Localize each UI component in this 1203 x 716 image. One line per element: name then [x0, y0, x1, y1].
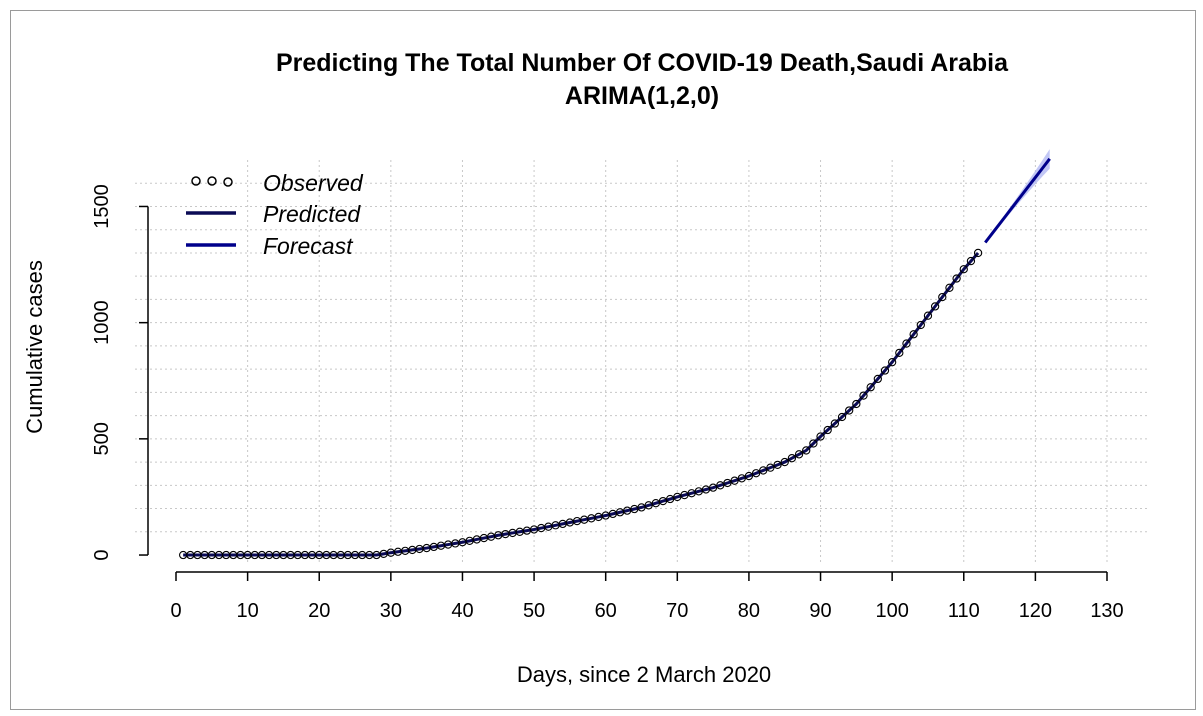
legend: Observed Predicted Forecast [186, 170, 364, 259]
observed-point [930, 302, 940, 311]
y-tick-label: 1000 [91, 300, 113, 345]
x-tick-label: 80 [738, 600, 760, 622]
x-tick-label: 90 [809, 600, 831, 622]
observed-point [751, 469, 761, 478]
observed-point [759, 466, 768, 475]
x-tick-label: 30 [380, 600, 402, 622]
legend-observed-marker [223, 177, 233, 187]
plot-area [179, 149, 1051, 560]
observed-point [773, 460, 782, 470]
observed-point [816, 432, 825, 441]
legend-observed-marker [207, 176, 217, 186]
observed-point [880, 366, 890, 375]
x-tick-label: 100 [875, 600, 908, 622]
observed-point [837, 412, 847, 422]
x-axis-label: Days, since 2 March 2020 [517, 662, 771, 687]
observed-point [716, 481, 725, 490]
observed-point [909, 330, 918, 339]
observed-point [737, 474, 746, 483]
y-tick-label: 500 [91, 422, 113, 455]
observed-point [902, 339, 911, 348]
observed-point [794, 450, 804, 459]
observed-point [780, 457, 789, 467]
observed-point [952, 274, 961, 283]
x-tick-label: 60 [595, 600, 617, 622]
x-tick-label: 110 [948, 600, 980, 622]
observed-point [895, 348, 904, 358]
observed-point [916, 320, 925, 330]
x-tick-label: 40 [451, 600, 473, 622]
observed-point [959, 265, 968, 274]
forecast-line [984, 157, 1051, 244]
observed-point [823, 425, 832, 435]
observed-point [938, 292, 947, 302]
x-tick-label: 70 [666, 600, 688, 622]
observed-point [809, 439, 818, 448]
observed-point [866, 383, 875, 392]
x-tick-label: 120 [1019, 600, 1052, 622]
predicted-line [183, 251, 980, 557]
legend-predicted-label: Predicted [263, 201, 361, 227]
observed-point [730, 476, 739, 485]
observed-point [744, 471, 754, 481]
legend-observed-label: Observed [263, 170, 364, 196]
observed-point [766, 463, 775, 472]
chart-title: Predicting The Total Number Of COVID-19 … [276, 49, 1009, 77]
x-tick-label: 50 [523, 600, 545, 622]
observed-point [723, 478, 732, 488]
observed-point [888, 358, 897, 367]
observed-point [845, 406, 854, 415]
observed-point [787, 454, 797, 463]
x-tick-label: 10 [236, 600, 258, 622]
observed-point [830, 419, 840, 428]
x-tick-label: 0 [170, 600, 181, 622]
x-axis: 0 10 20 30 40 50 60 70 80 90 100 110 120 130 [170, 571, 1124, 622]
y-axis: 0 500 1000 1500 [91, 184, 149, 561]
chart-subtitle: ARIMA(1,2,0) [565, 82, 719, 110]
x-tick-label: 20 [308, 600, 330, 622]
y-tick-label: 0 [91, 549, 113, 560]
y-axis-label: Cumulative cases [22, 260, 47, 434]
observed-point [708, 483, 718, 492]
observed-point [859, 391, 868, 400]
observed-point [852, 399, 861, 409]
y-tick-label: 1500 [91, 184, 113, 229]
x-tick-label: 130 [1090, 600, 1123, 622]
observed-point [923, 311, 933, 320]
observed-point [873, 374, 882, 384]
legend-forecast-label: Forecast [263, 233, 354, 259]
observed-point [973, 248, 983, 258]
plot-frame [10, 10, 1196, 710]
observed-point [945, 283, 954, 292]
legend-observed-marker [191, 176, 201, 186]
observed-point [802, 446, 811, 455]
observed-point [966, 256, 976, 266]
